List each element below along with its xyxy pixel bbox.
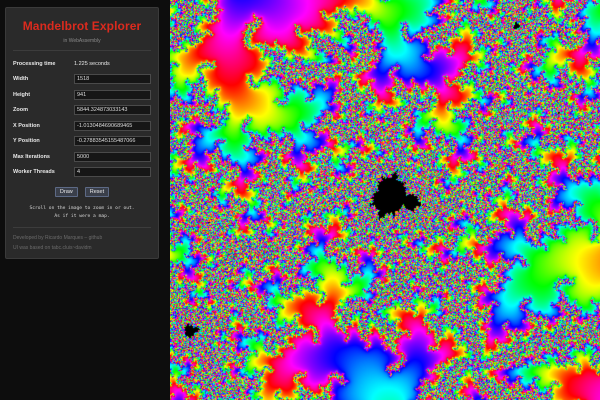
worker-threads-field[interactable] bbox=[74, 167, 151, 178]
x-position-label: X Position bbox=[13, 122, 40, 129]
app-title: Mandelbrot Explorer bbox=[22, 19, 142, 33]
divider bbox=[13, 50, 151, 51]
y-position-label: Y Position bbox=[13, 138, 40, 145]
divider bbox=[13, 227, 151, 228]
height-field[interactable] bbox=[74, 89, 151, 100]
usage-hint-line: Scroll on the image to zoom in or out. bbox=[29, 206, 135, 211]
max-iterations-field[interactable] bbox=[74, 151, 151, 162]
x-position-row: X Position bbox=[13, 118, 151, 134]
usage-hint: Scroll on the image to zoom in or out. A… bbox=[13, 205, 151, 221]
control-panel: Mandelbrot Explorer in WebAssembly Proce… bbox=[5, 7, 159, 259]
processing-time-value: 1.225 seconds bbox=[74, 60, 110, 67]
width-label: Width bbox=[13, 76, 29, 83]
max-iterations-label: Max Iterations bbox=[13, 153, 50, 160]
credits: Developed by Ricardo Marques – github UI… bbox=[13, 233, 151, 253]
max-iterations-row: Max Iterations bbox=[13, 149, 151, 165]
width-row: Width bbox=[13, 72, 151, 88]
height-row: Height bbox=[13, 87, 151, 103]
width-field[interactable] bbox=[74, 74, 151, 85]
x-position-field[interactable] bbox=[74, 120, 151, 131]
y-position-row: Y Position bbox=[13, 134, 151, 150]
app-subtitle: in WebAssembly bbox=[63, 38, 101, 44]
credits-line: UI was based on tabc.cluis~davidm bbox=[13, 245, 92, 251]
worker-threads-row: Worker Threads bbox=[13, 165, 151, 181]
credits-line: Developed by Ricardo Marques – github bbox=[13, 235, 103, 241]
usage-hint-line: As if it were a map. bbox=[54, 214, 110, 219]
height-label: Height bbox=[13, 91, 31, 98]
mandelbrot-canvas[interactable] bbox=[170, 0, 600, 400]
processing-time-row: Processing time 1.225 seconds bbox=[13, 56, 151, 72]
draw-button[interactable]: Draw bbox=[54, 187, 78, 197]
reset-button[interactable]: Reset bbox=[84, 187, 110, 197]
zoom-row: Zoom bbox=[13, 103, 151, 119]
worker-threads-label: Worker Threads bbox=[13, 169, 55, 176]
y-position-field[interactable] bbox=[74, 136, 151, 147]
zoom-field[interactable] bbox=[74, 105, 151, 116]
processing-time-label: Processing time bbox=[13, 60, 56, 67]
zoom-label: Zoom bbox=[13, 107, 28, 114]
action-buttons: Draw Reset bbox=[13, 187, 151, 197]
